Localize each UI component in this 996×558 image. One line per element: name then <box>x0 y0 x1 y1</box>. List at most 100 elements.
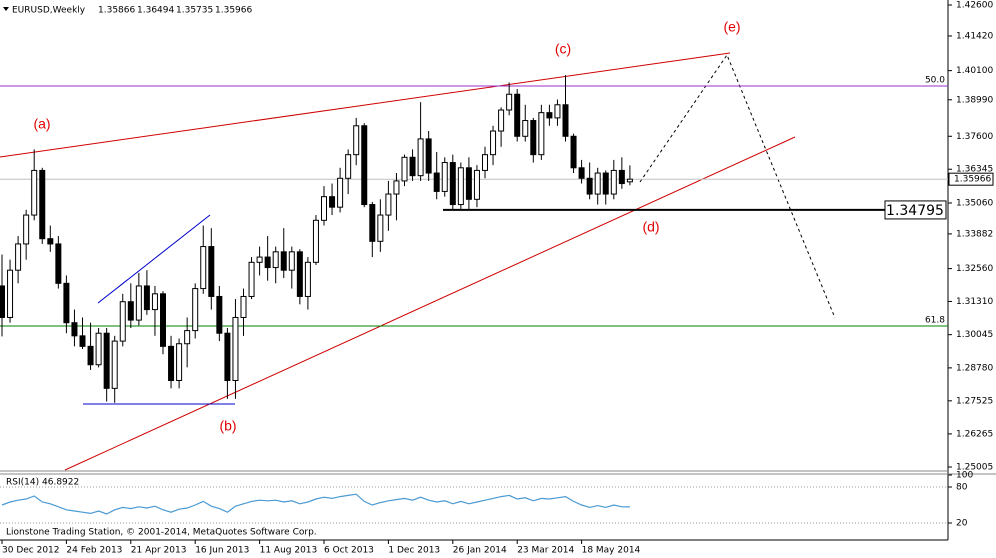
candle-body <box>264 256 271 269</box>
x-tick-label: 1 Dec 2013 <box>388 546 440 556</box>
candle-body <box>280 251 287 271</box>
candle-body <box>47 238 54 245</box>
x-tick-label: 6 Oct 2013 <box>324 546 374 556</box>
candle-body <box>449 162 456 206</box>
x-tick-label: 23 Mar 2014 <box>517 546 574 556</box>
candle-body <box>256 256 263 263</box>
candle-body <box>473 169 480 200</box>
candle-body <box>441 162 448 192</box>
rsi-tick-label: 80 <box>956 483 968 493</box>
candle-body <box>409 156 416 177</box>
x-tick-label: 11 Aug 2013 <box>260 546 318 556</box>
projection <box>639 53 836 319</box>
rsi-tick-label: 20 <box>956 519 968 529</box>
candle-body <box>184 330 191 345</box>
ohlc-open: 1.35866 <box>98 6 135 16</box>
trendline <box>0 52 731 158</box>
trendline <box>97 214 211 304</box>
candle-body <box>337 177 344 208</box>
menu-arrow <box>3 7 9 11</box>
x-tick-label: 16 Jun 2013 <box>195 546 249 556</box>
candle-body <box>111 340 118 389</box>
y-tick-label: 1.33882 <box>956 229 993 239</box>
candle-body <box>353 125 360 156</box>
candle-body <box>39 169 46 240</box>
y-tick-label: 1.36345 <box>956 165 993 175</box>
x-tick-label: 21 Apr 2013 <box>131 546 187 556</box>
candle-body <box>7 269 14 318</box>
x-tick-label: 26 Jan 2014 <box>453 546 507 556</box>
current-price-box <box>948 172 994 186</box>
x-tick-label: 24 Feb 2013 <box>66 546 122 556</box>
candle-body <box>119 301 126 342</box>
candle-body <box>530 120 537 156</box>
candle-body <box>95 332 102 366</box>
copyright: Lionstone Trading Station, © 2001-2014, … <box>6 528 317 538</box>
rsi-label: RSI(14) <box>6 478 39 488</box>
candle-body <box>143 285 150 311</box>
y-tick-label: 1.38990 <box>956 95 993 105</box>
candle-body <box>425 138 432 174</box>
candle-body <box>151 293 158 311</box>
fib-label: 50.0 <box>925 75 945 85</box>
rsi-line <box>1 493 630 515</box>
candle-body <box>296 251 303 297</box>
candle-body <box>168 345 175 381</box>
candle-body <box>103 332 110 389</box>
wave-label: (b) <box>219 418 236 434</box>
candle-body <box>554 104 561 119</box>
candle-body <box>570 135 577 169</box>
rsi-value: 46.8922 <box>42 478 79 488</box>
symbol: EURUSD,Weekly <box>12 6 86 16</box>
candle-body <box>361 125 368 206</box>
candle-body <box>31 169 38 216</box>
candle-body <box>304 261 311 297</box>
candle-body <box>23 214 30 245</box>
candle-body <box>240 295 247 318</box>
candle-body <box>401 156 408 182</box>
candle-body <box>15 243 22 271</box>
candle-body <box>248 261 255 297</box>
plot-background <box>0 0 948 540</box>
candle-body <box>288 251 295 271</box>
candle-body <box>626 178 633 183</box>
candle-body <box>578 167 585 179</box>
candle-body <box>618 169 625 185</box>
y-tick-label: 1.35060 <box>956 198 993 208</box>
support-label: 1.34795 <box>886 203 944 219</box>
candle-body <box>63 282 70 324</box>
y-tick-label: 1.37600 <box>956 132 993 142</box>
candle-body <box>224 332 231 381</box>
candle-body <box>377 214 384 242</box>
candle-body <box>329 196 336 208</box>
candle-body <box>192 288 199 332</box>
x-tick-label: 18 May 2014 <box>582 546 641 556</box>
candle-body <box>216 295 223 334</box>
y-tick-label: 1.25005 <box>956 463 993 473</box>
candle-body <box>55 243 62 284</box>
candle-body <box>345 154 352 179</box>
candle-body <box>0 285 5 318</box>
candle-body <box>586 177 593 195</box>
ohlc-low: 1.35735 <box>176 6 213 16</box>
candle-body <box>87 345 94 366</box>
candle-body <box>506 93 513 111</box>
wave-label: (e) <box>723 19 740 35</box>
candle-body <box>135 285 142 321</box>
candle-body <box>272 251 279 269</box>
candle-body <box>71 322 78 337</box>
candle-body <box>232 316 239 381</box>
candle-body <box>522 120 529 137</box>
fib-label: 61.8 <box>925 315 945 325</box>
candle-body <box>514 93 521 137</box>
candle-body <box>562 104 569 137</box>
wave-label: (a) <box>33 116 50 132</box>
wave-label: (d) <box>642 219 659 235</box>
candle-body <box>79 335 86 347</box>
candle-body <box>160 293 166 347</box>
ohlc-high: 1.36494 <box>137 6 174 16</box>
candle-body <box>602 172 609 195</box>
y-tick-label: 1.32560 <box>956 264 993 274</box>
candle-body <box>498 109 505 132</box>
